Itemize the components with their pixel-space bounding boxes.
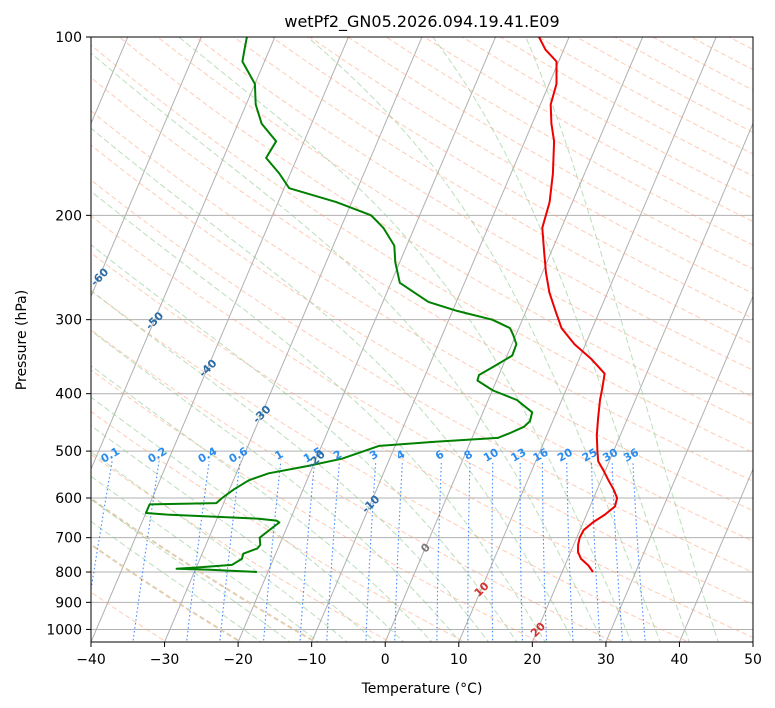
dry-adiabat (91, 252, 753, 639)
isotherm-gridline (311, 37, 570, 642)
mixing-ratio-line (91, 461, 113, 594)
x-tick-label: 50 (744, 652, 762, 668)
mixing-ratio-line (219, 461, 241, 642)
y-tick-label: 400 (55, 387, 82, 403)
dry-adiabat (91, 369, 541, 642)
moist-adiabat (178, 37, 632, 642)
dewpoint-profile-line (144, 37, 534, 573)
moist-adiabat (91, 290, 490, 642)
moist-adiabat (91, 424, 377, 642)
y-axis-label: Pressure (hPa) (14, 290, 30, 390)
dry-adiabat (91, 215, 753, 606)
y-tick-label: 100 (55, 30, 82, 46)
chart-title: wetPf2_GN05.2026.094.19.41.E09 (284, 12, 559, 32)
isotherm-gridline (237, 37, 497, 642)
x-tick-label: 40 (671, 652, 689, 668)
y-tick-label: 800 (55, 565, 82, 581)
y-tick-label: 700 (55, 531, 82, 547)
moist-adiabat (91, 451, 348, 642)
y-tick-label: 600 (55, 491, 82, 507)
x-tick-label: 0 (381, 652, 390, 668)
dry-adiabat (119, 37, 753, 425)
temperature-profile-line (538, 37, 619, 573)
dry-adiabat (91, 453, 391, 642)
isotherm-gridline (91, 37, 202, 298)
moist-adiabat (91, 244, 518, 642)
dry-adiabat (91, 410, 466, 642)
moist-adiabat (91, 127, 575, 642)
dry-adiabat (91, 110, 753, 512)
isotherm-gridline (605, 295, 753, 642)
isotherm-gridline (458, 37, 717, 642)
x-tick-label: −20 (223, 652, 253, 668)
dry-adiabat (91, 290, 690, 642)
dry-adiabat (91, 179, 753, 573)
isotherm-gridline (164, 37, 423, 642)
dry-adiabat (91, 44, 753, 453)
y-tick-label: 500 (55, 444, 82, 460)
isotherm-gridline (531, 122, 753, 642)
y-tick-label: 1000 (46, 622, 82, 638)
x-tick-label: −10 (297, 652, 327, 668)
dry-adiabat (91, 76, 753, 482)
isotherm-gridline (91, 37, 349, 642)
x-axis-label: Temperature (°C) (361, 681, 483, 697)
moist-adiabat (91, 329, 461, 642)
isotherm-gridline (678, 467, 753, 642)
y-tick-label: 300 (55, 313, 82, 329)
plot-frame (90, 36, 754, 643)
isotherm-gridline (384, 37, 644, 642)
mixing-ratio-line (132, 461, 160, 642)
moist-adiabat (525, 37, 719, 642)
dry-adiabat (271, 37, 753, 320)
moist-adiabat (432, 37, 690, 642)
dry-adiabat (309, 37, 753, 295)
dry-adiabat (91, 497, 318, 642)
moist-adiabat (91, 475, 320, 642)
x-tick-label: −40 (76, 652, 106, 668)
y-tick-label: 200 (55, 208, 82, 224)
moist-adiabat (91, 520, 262, 642)
moist-adiabat (91, 365, 433, 642)
moist-adiabat (91, 396, 405, 642)
x-tick-label: 20 (523, 652, 541, 668)
x-tick-label: 30 (597, 652, 615, 668)
dry-adiabat (91, 591, 168, 642)
dry-adiabat (91, 329, 615, 642)
moist-adiabat (306, 37, 661, 642)
moist-adiabat (91, 190, 546, 642)
y-tick-label: 900 (55, 595, 82, 611)
moist-adiabat (91, 52, 604, 642)
x-tick-label: −30 (150, 652, 180, 668)
x-tick-label: 10 (450, 652, 468, 668)
